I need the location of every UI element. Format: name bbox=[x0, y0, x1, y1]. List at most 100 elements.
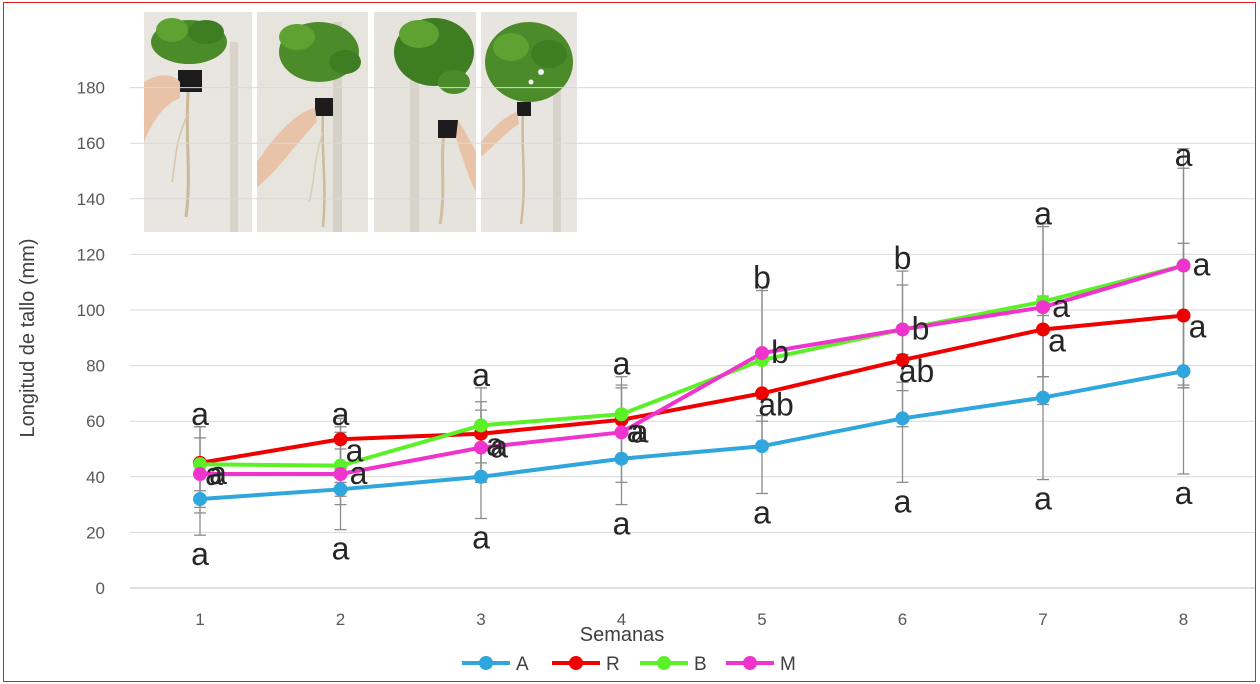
legend-label-R: R bbox=[606, 654, 620, 675]
y-tick-label: 20 bbox=[86, 523, 105, 542]
significance-label: a bbox=[1034, 481, 1052, 517]
significance-label: a bbox=[191, 536, 209, 572]
x-tick-label: 6 bbox=[898, 610, 907, 629]
data-point-A bbox=[1036, 390, 1050, 405]
legend-label-M: M bbox=[780, 654, 796, 675]
significance-label: a bbox=[472, 357, 490, 393]
data-point-M bbox=[895, 322, 910, 337]
significance-label: a bbox=[332, 531, 350, 567]
significance-label: a bbox=[332, 396, 350, 432]
significance-label: ab bbox=[758, 386, 794, 422]
legend-swatch-marker bbox=[569, 656, 583, 670]
plant-photo-2 bbox=[257, 12, 368, 232]
y-tick-label: 40 bbox=[86, 468, 105, 487]
data-point-A bbox=[193, 492, 207, 507]
y-tick-label: 180 bbox=[77, 79, 105, 98]
significance-label: a bbox=[191, 396, 209, 432]
significance-label: a bbox=[1048, 322, 1066, 358]
significance-label: a bbox=[613, 346, 631, 382]
data-point-M bbox=[333, 467, 348, 482]
data-point-M bbox=[1176, 258, 1191, 273]
data-point-A bbox=[333, 482, 348, 497]
data-point-M bbox=[193, 467, 207, 482]
y-tick-label: 100 bbox=[77, 301, 105, 320]
series-line-R bbox=[199, 313, 1184, 465]
data-point-R bbox=[1176, 308, 1191, 323]
significance-label: b bbox=[912, 310, 930, 346]
significance-label: a bbox=[1175, 137, 1193, 173]
data-point-M bbox=[474, 440, 488, 455]
significance-label: a bbox=[209, 455, 227, 491]
data-point-B bbox=[474, 418, 488, 433]
significance-label: a bbox=[1034, 196, 1052, 232]
y-axis-label: Longitud de tallo (mm) bbox=[17, 239, 39, 438]
data-point-R bbox=[333, 432, 348, 447]
x-axis-label: Semanas bbox=[580, 624, 665, 646]
x-axis-ticks: 1 2 3 4 5 6 7 8 bbox=[195, 610, 1188, 629]
significance-label: b bbox=[753, 260, 771, 296]
significance-label: b bbox=[894, 240, 912, 276]
x-tick-label: 1 bbox=[195, 610, 204, 629]
significance-label: a bbox=[631, 413, 649, 449]
series-line-B bbox=[199, 263, 1184, 468]
significance-label: a bbox=[350, 455, 368, 491]
significance-label: a bbox=[1175, 475, 1193, 511]
y-tick-label: 160 bbox=[77, 134, 105, 153]
x-tick-label: 2 bbox=[336, 610, 345, 629]
data-point-B bbox=[614, 407, 629, 422]
significance-label: a bbox=[1052, 288, 1070, 324]
data-point-R bbox=[755, 386, 769, 401]
significance-label: a bbox=[205, 456, 223, 492]
legend-swatch-marker bbox=[743, 656, 757, 670]
series-lines bbox=[199, 263, 1185, 502]
legend-label-B: B bbox=[694, 654, 707, 675]
data-point-B bbox=[193, 457, 207, 472]
x-tick-label: 4 bbox=[617, 610, 626, 629]
significance-label: a bbox=[627, 413, 645, 449]
significance-label: b bbox=[771, 334, 789, 370]
data-point-A bbox=[755, 439, 769, 454]
data-point-A bbox=[895, 411, 910, 426]
significance-label: a bbox=[1189, 309, 1207, 345]
x-tick-label: 7 bbox=[1038, 610, 1047, 629]
grid bbox=[130, 87, 1255, 589]
legend-swatch-marker bbox=[657, 656, 671, 670]
significance-label: a bbox=[894, 483, 912, 519]
y-axis-ticks: 0 20 40 60 80 100 120 140 160 180 bbox=[77, 79, 105, 598]
significance-label: a bbox=[472, 520, 490, 556]
significance-label: a bbox=[613, 506, 631, 542]
data-point-M bbox=[1036, 300, 1050, 315]
x-tick-label: 3 bbox=[476, 610, 485, 629]
data-point-M bbox=[755, 346, 769, 361]
series-line-A bbox=[199, 369, 1184, 502]
y-tick-label: 80 bbox=[86, 357, 105, 376]
data-point-M bbox=[614, 425, 629, 440]
data-point-A bbox=[1176, 364, 1191, 379]
data-point-R bbox=[895, 353, 910, 368]
y-tick-label: 140 bbox=[77, 190, 105, 209]
significance-label: ab bbox=[899, 353, 935, 389]
legend-swatch-marker bbox=[479, 656, 493, 670]
significance-label: a bbox=[753, 494, 771, 530]
significance-label: a bbox=[486, 427, 504, 463]
significance-label: a bbox=[1193, 247, 1211, 283]
series-line-M bbox=[200, 263, 1185, 477]
data-point-A bbox=[614, 451, 629, 466]
chart-frame bbox=[3, 2, 1256, 682]
x-tick-label: 5 bbox=[757, 610, 766, 629]
plant-photo-1 bbox=[144, 12, 252, 232]
x-tick-label: 8 bbox=[1179, 610, 1188, 629]
plant-photo-4 bbox=[481, 12, 577, 232]
legend-label-A: A bbox=[516, 654, 529, 675]
significance-label: a bbox=[346, 432, 364, 468]
data-point-A bbox=[474, 469, 488, 484]
significance-label: a bbox=[490, 429, 508, 465]
data-points bbox=[193, 258, 1191, 507]
y-tick-label: 0 bbox=[96, 579, 105, 598]
y-tick-label: 120 bbox=[77, 245, 105, 264]
y-tick-label: 60 bbox=[86, 412, 105, 431]
data-point-R bbox=[1036, 322, 1050, 337]
